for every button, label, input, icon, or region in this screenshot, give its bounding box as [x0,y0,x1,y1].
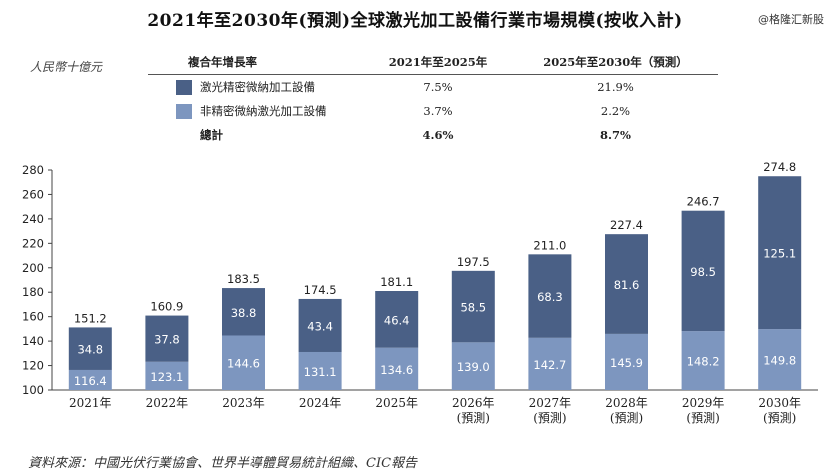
bar-segment-nonprecision [681,331,725,390]
cagr-precision-period2: 21.9% [597,80,634,94]
data-label-nonprecision: 116.4 [74,374,107,388]
data-label-nonprecision: 123.1 [150,370,183,384]
cagr-total-period1: 4.6% [422,128,454,142]
cagr-nonprecision-period1: 3.7% [423,104,453,118]
bar-segment-precision [758,176,802,330]
data-label-total: 274.8 [763,160,796,174]
x-tick-label: 2029年 [682,396,725,410]
data-label-precision: 46.4 [384,313,410,327]
data-label-precision: 38.8 [231,306,257,320]
y-tick-label: 280 [22,163,44,177]
unit-label: 人民幣十億元 [30,60,103,74]
bar-segment-precision [222,288,265,336]
data-label-nonprecision: 149.8 [763,354,796,368]
bar-segment-precision [298,298,342,352]
cagr-table-header: 複合年增長率 2021年至2025年 2025年至2030年（預測） [148,52,718,75]
data-label-nonprecision: 139.0 [457,360,490,374]
data-label-total: 151.2 [74,311,107,325]
x-tick-label: 2026年 [452,396,495,410]
data-label-nonprecision: 144.6 [227,357,260,371]
bar-segment-nonprecision [605,333,648,390]
bar-segment-nonprecision [528,337,572,390]
cagr-header-label: 複合年增長率 [188,55,257,69]
bar-segment-precision [681,210,725,332]
data-label-total: 183.5 [227,272,260,286]
bar-segment-nonprecision [298,351,342,390]
bar-segment-nonprecision [68,369,112,390]
x-tick-label: 2024年 [299,396,342,410]
data-label-precision: 34.8 [77,343,103,357]
data-label-total: 181.1 [380,275,413,289]
bar-segment-nonprecision [758,329,802,390]
x-tick-label: 2025年 [375,396,418,410]
cagr-header-period1: 2021年至2025年 [388,55,488,69]
bar-segment-precision [68,327,112,370]
data-label-nonprecision: 145.9 [610,356,643,370]
data-label-nonprecision: 148.2 [687,355,720,369]
x-tick-label: 2021年 [69,396,112,410]
x-tick-label: 2023年 [222,396,265,410]
data-label-total: 197.5 [457,255,490,269]
data-label-precision: 68.3 [537,290,563,304]
legend-label-nonprecision: 非精密微納激光加工設備 [200,104,327,118]
y-tick-label: 100 [22,383,44,397]
cagr-header-period2: 2025年至2030年（預測） [543,55,688,69]
y-tick-label: 200 [22,261,44,275]
x-tick-label: (預測) [686,411,719,425]
cagr-row-total: 總計 4.6% 8.7% [148,123,718,147]
y-tick-label: 160 [22,310,44,324]
stacked-bar-chart: 100 120 140 160 180 200 220 240 260 280 116.4 34.8 1… [22,160,818,425]
bar-segment-precision [375,291,419,348]
x-tick-label: (預測) [533,411,566,425]
bar-segment-precision [528,254,572,338]
x-tick-label: 2028年 [605,396,648,410]
data-label-precision: 58.5 [460,301,486,315]
cagr-row-precision: 激光精密微納加工設備 7.5% 21.9% [148,75,718,99]
bar-segment-precision [605,234,648,334]
data-label-total: 227.4 [610,218,643,232]
data-label-precision: 37.8 [154,333,180,347]
source-note: 資料來源：中國光伏行業協會、世界半導體貿易統計組織、CIC報告 [28,456,418,471]
x-tick-label: (預測) [763,411,796,425]
y-tick-label: 180 [22,285,44,299]
bar-segment-precision [451,270,495,343]
x-tick-label: 2022年 [146,396,189,410]
bar-segment-nonprecision [451,342,495,390]
legend-swatch-precision [176,79,192,95]
y-tick-label: 240 [22,212,44,226]
data-label-precision: 98.5 [690,265,716,279]
bar-segment-precision [145,315,189,362]
legend-swatch-nonprecision [176,103,192,119]
data-label-nonprecision: 134.6 [380,363,413,377]
y-tick-label: 140 [22,334,44,348]
bar-segment-nonprecision [222,335,265,390]
data-label-precision: 125.1 [763,247,796,261]
data-label-total: 211.0 [533,238,566,252]
cagr-nonprecision-period2: 2.2% [600,104,631,118]
cagr-table: 複合年增長率 2021年至2025年 2025年至2030年（預測） 激光精密微… [148,52,718,147]
y-tick-label: 220 [22,236,44,250]
data-label-precision: 43.4 [307,319,333,333]
x-tick-label: 2030年 [758,396,801,410]
legend-label-precision: 激光精密微納加工設備 [200,80,315,94]
cagr-total-label: 總計 [200,128,223,142]
y-tick-label: 260 [22,187,44,201]
cagr-row-nonprecision: 非精密微納激光加工設備 3.7% 2.2% [148,99,718,123]
bar-segment-nonprecision [145,361,189,390]
data-label-nonprecision: 131.1 [304,365,337,379]
data-label-nonprecision: 142.7 [533,358,566,372]
x-tick-label: (預測) [610,411,643,425]
data-label-precision: 81.6 [614,278,640,292]
data-label-total: 246.7 [687,195,720,209]
data-label-total: 160.9 [150,300,183,314]
watermark: @格隆汇新股 [758,13,824,26]
y-tick-label: 120 [22,359,44,373]
bar-segment-nonprecision [375,347,419,390]
data-label-total: 174.5 [304,283,337,297]
cagr-total-period2: 8.7% [600,128,631,142]
cagr-precision-period1: 7.5% [423,80,453,94]
chart-title: 2021年至2030年(預測)全球激光加工設備行業市場規模(按收入計) [147,11,683,31]
x-tick-label: (預測) [457,411,490,425]
x-tick-label: 2027年 [529,396,572,410]
